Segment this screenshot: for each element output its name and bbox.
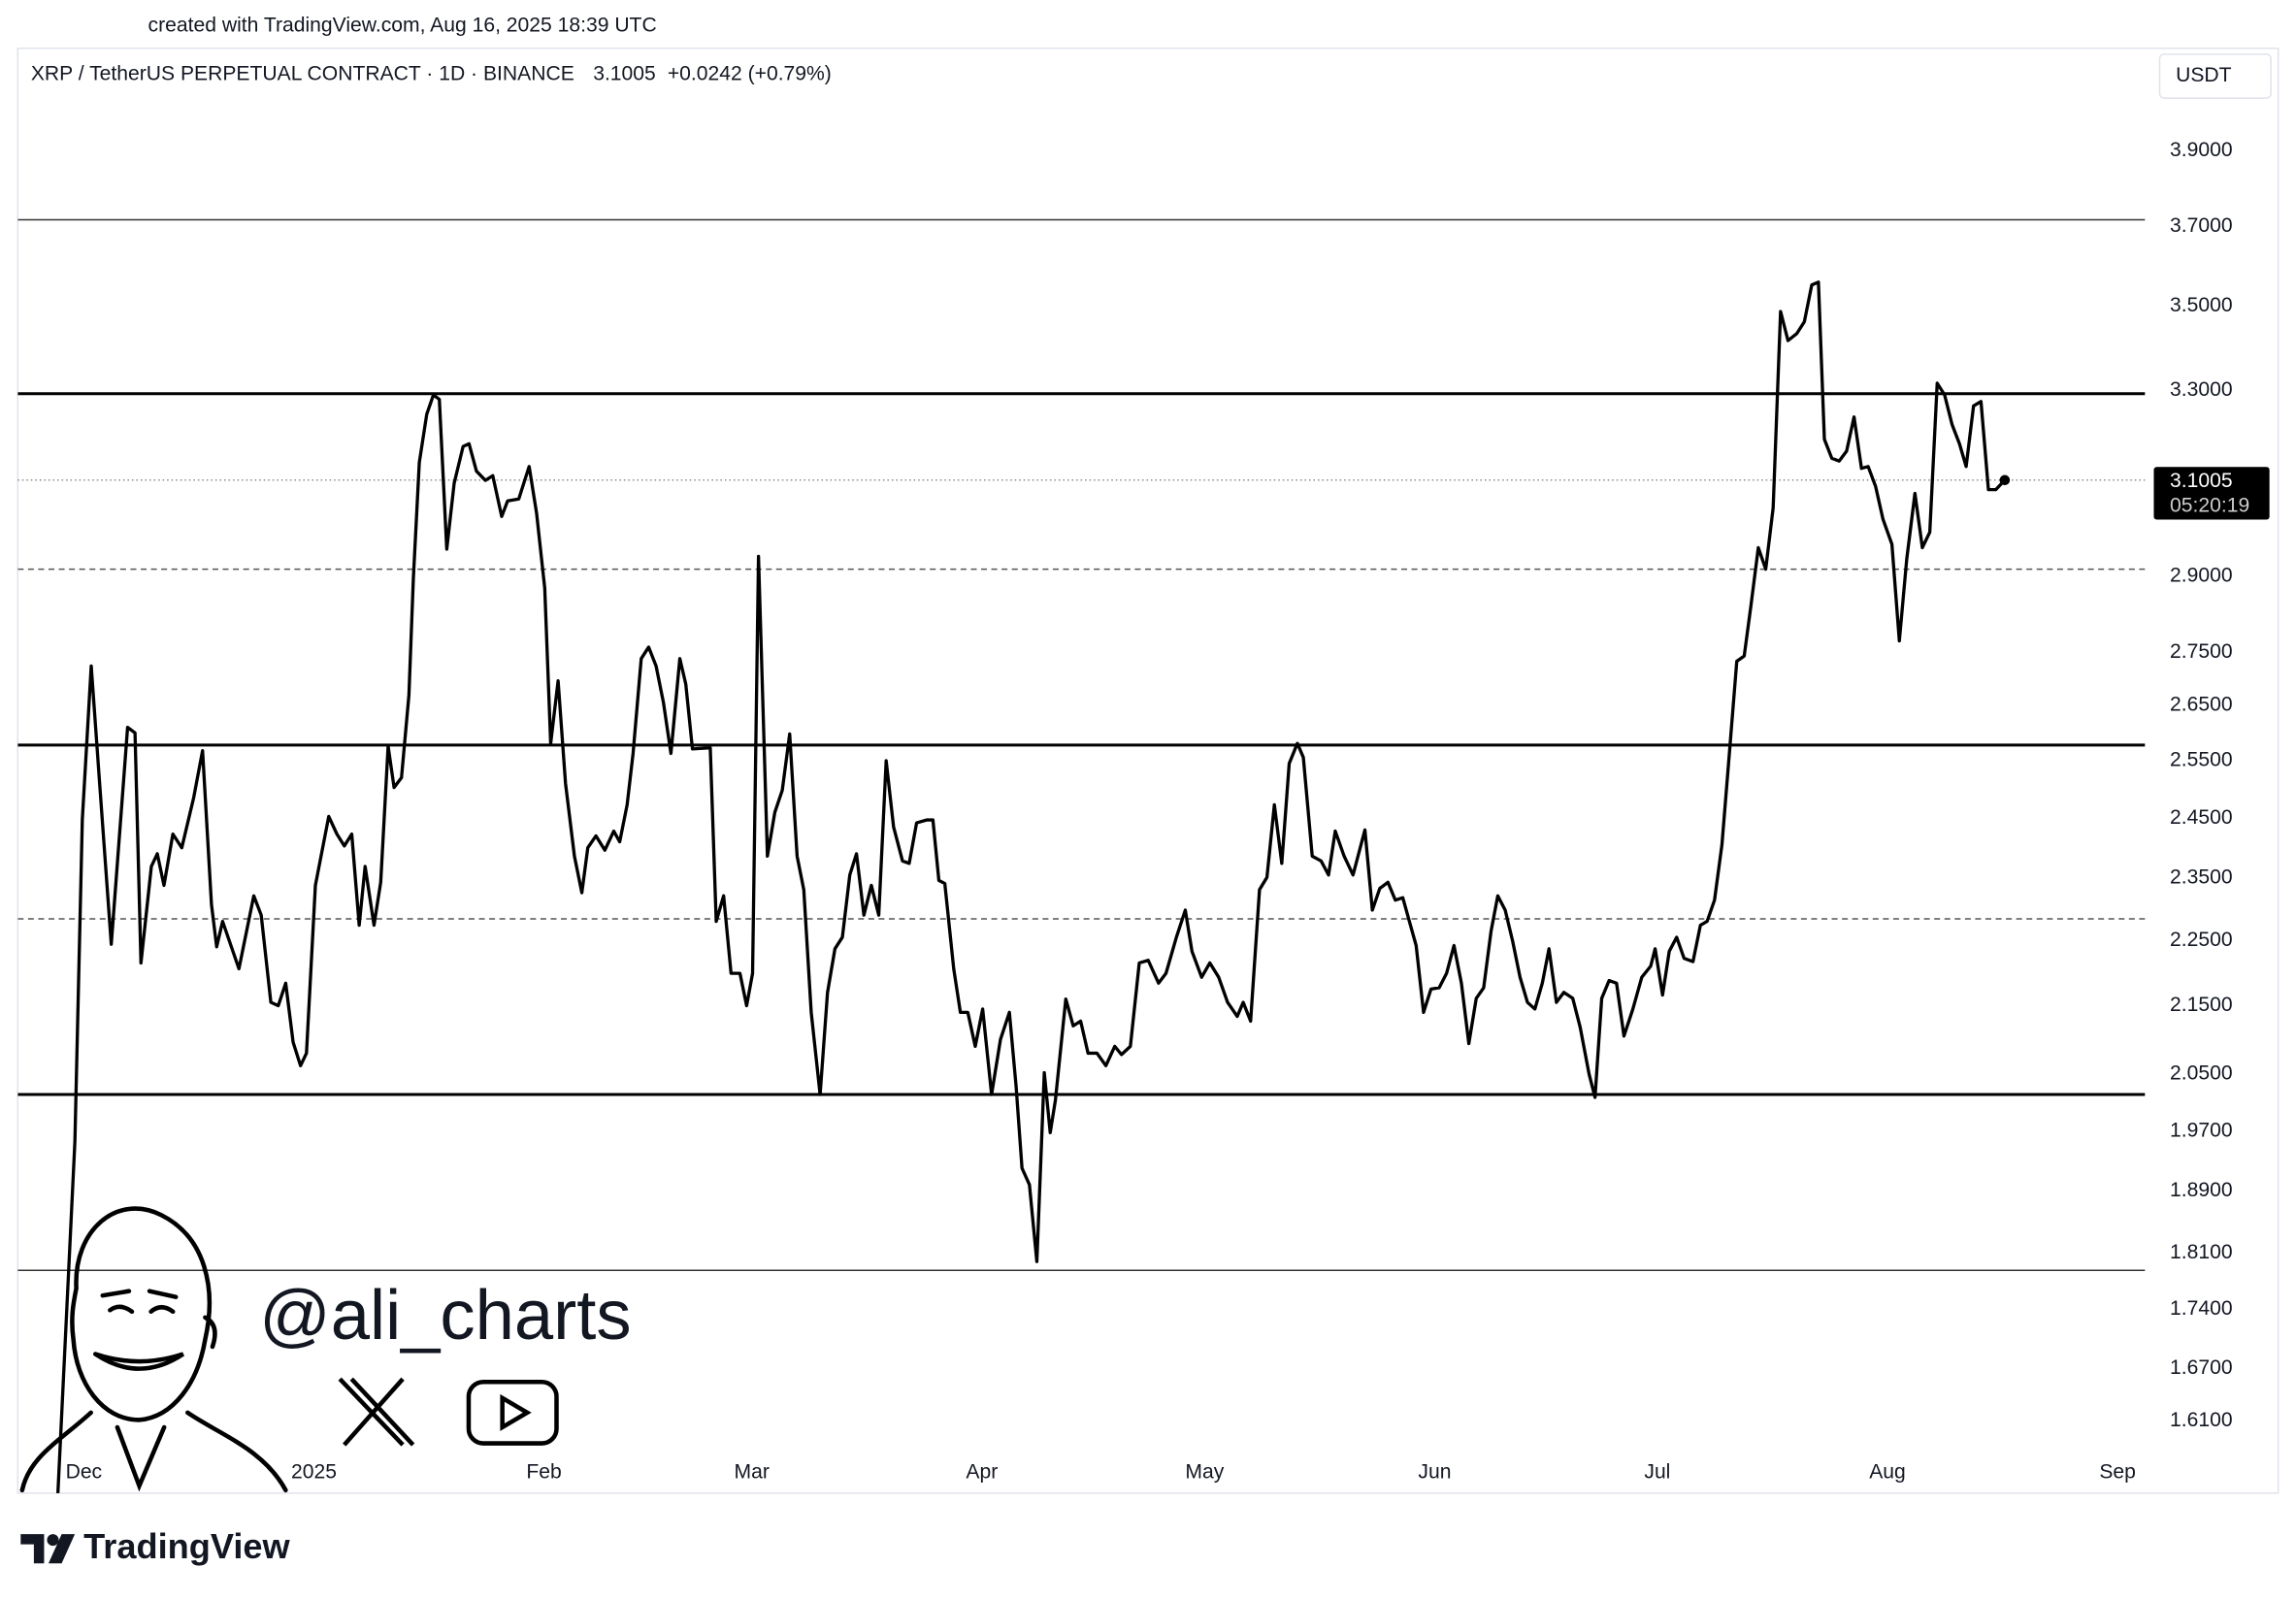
price-label-box <box>2153 467 2270 520</box>
watermark: @ali_charts <box>259 1276 631 1355</box>
y-tick-label: 1.7400 <box>2170 1297 2233 1320</box>
x-tick-label: Mar <box>735 1460 770 1483</box>
y-tick-label: 1.9700 <box>2170 1119 2233 1141</box>
y-tick-label: 2.4500 <box>2170 806 2233 829</box>
y-tick-label: 1.8900 <box>2170 1179 2233 1201</box>
y-tick-label: 2.1500 <box>2170 994 2233 1016</box>
x-tick-label: Dec <box>66 1460 103 1483</box>
x-tick-label: May <box>1185 1460 1224 1483</box>
currency-box[interactable] <box>2158 53 2272 99</box>
x-tick-label: Sep <box>2099 1460 2136 1483</box>
price-label: 3.1005 <box>2170 470 2233 492</box>
header-change: +0.0242 (+0.79%) <box>668 63 832 85</box>
y-tick-label: 3.5000 <box>2170 294 2233 316</box>
x-tick-label: Apr <box>966 1460 998 1483</box>
social-icons[interactable] <box>338 1377 559 1447</box>
y-tick-label: 2.5500 <box>2170 749 2233 771</box>
levels <box>17 218 2146 1272</box>
credit: created with TradingView.com, Aug 16, 20… <box>148 15 657 37</box>
plot <box>55 280 2011 1493</box>
currency[interactable]: USDT <box>2176 64 2232 86</box>
y-tick-label: 2.6500 <box>2170 694 2233 716</box>
last-point <box>1999 474 2011 486</box>
x-tick-label: Aug <box>1869 1460 1906 1483</box>
y-tick-label: 3.9000 <box>2170 139 2233 161</box>
y-tick-label: 2.7500 <box>2170 640 2233 663</box>
y-tick-label: 3.7000 <box>2170 214 2233 237</box>
x-tick-label: Feb <box>526 1460 561 1483</box>
y-tick-label: 3.3000 <box>2170 378 2233 401</box>
brand[interactable]: TradingView <box>83 1526 290 1566</box>
brand-logo <box>20 1534 76 1564</box>
y-tick-label: 2.0500 <box>2170 1062 2233 1085</box>
y-tick-label: 2.9000 <box>2170 564 2233 586</box>
y-tick-label: 2.3500 <box>2170 865 2233 888</box>
chart-title: XRP / TetherUS PERPETUAL CONTRACT · 1D ·… <box>31 63 574 85</box>
avatar <box>19 1206 288 1493</box>
price-line-series <box>55 280 2007 1493</box>
x-tick-label: Jun <box>1418 1460 1451 1483</box>
header-price: 3.1005 <box>593 63 656 85</box>
x-tick-label: Jul <box>1644 1460 1670 1483</box>
y-tick-label: 1.6700 <box>2170 1356 2233 1379</box>
y-tick-label: 1.6100 <box>2170 1409 2233 1431</box>
axes: 3.9000 3.7000 3.5000 3.3000 2.9000 2.7500 2.65… <box>66 139 2270 1483</box>
x-tick-label: 2025 <box>291 1460 337 1483</box>
countdown: 05:20:19 <box>2170 495 2249 517</box>
chart-frame <box>16 48 2280 1494</box>
y-tick-label: 2.2500 <box>2170 929 2233 951</box>
y-tick-label: 1.8100 <box>2170 1241 2233 1263</box>
